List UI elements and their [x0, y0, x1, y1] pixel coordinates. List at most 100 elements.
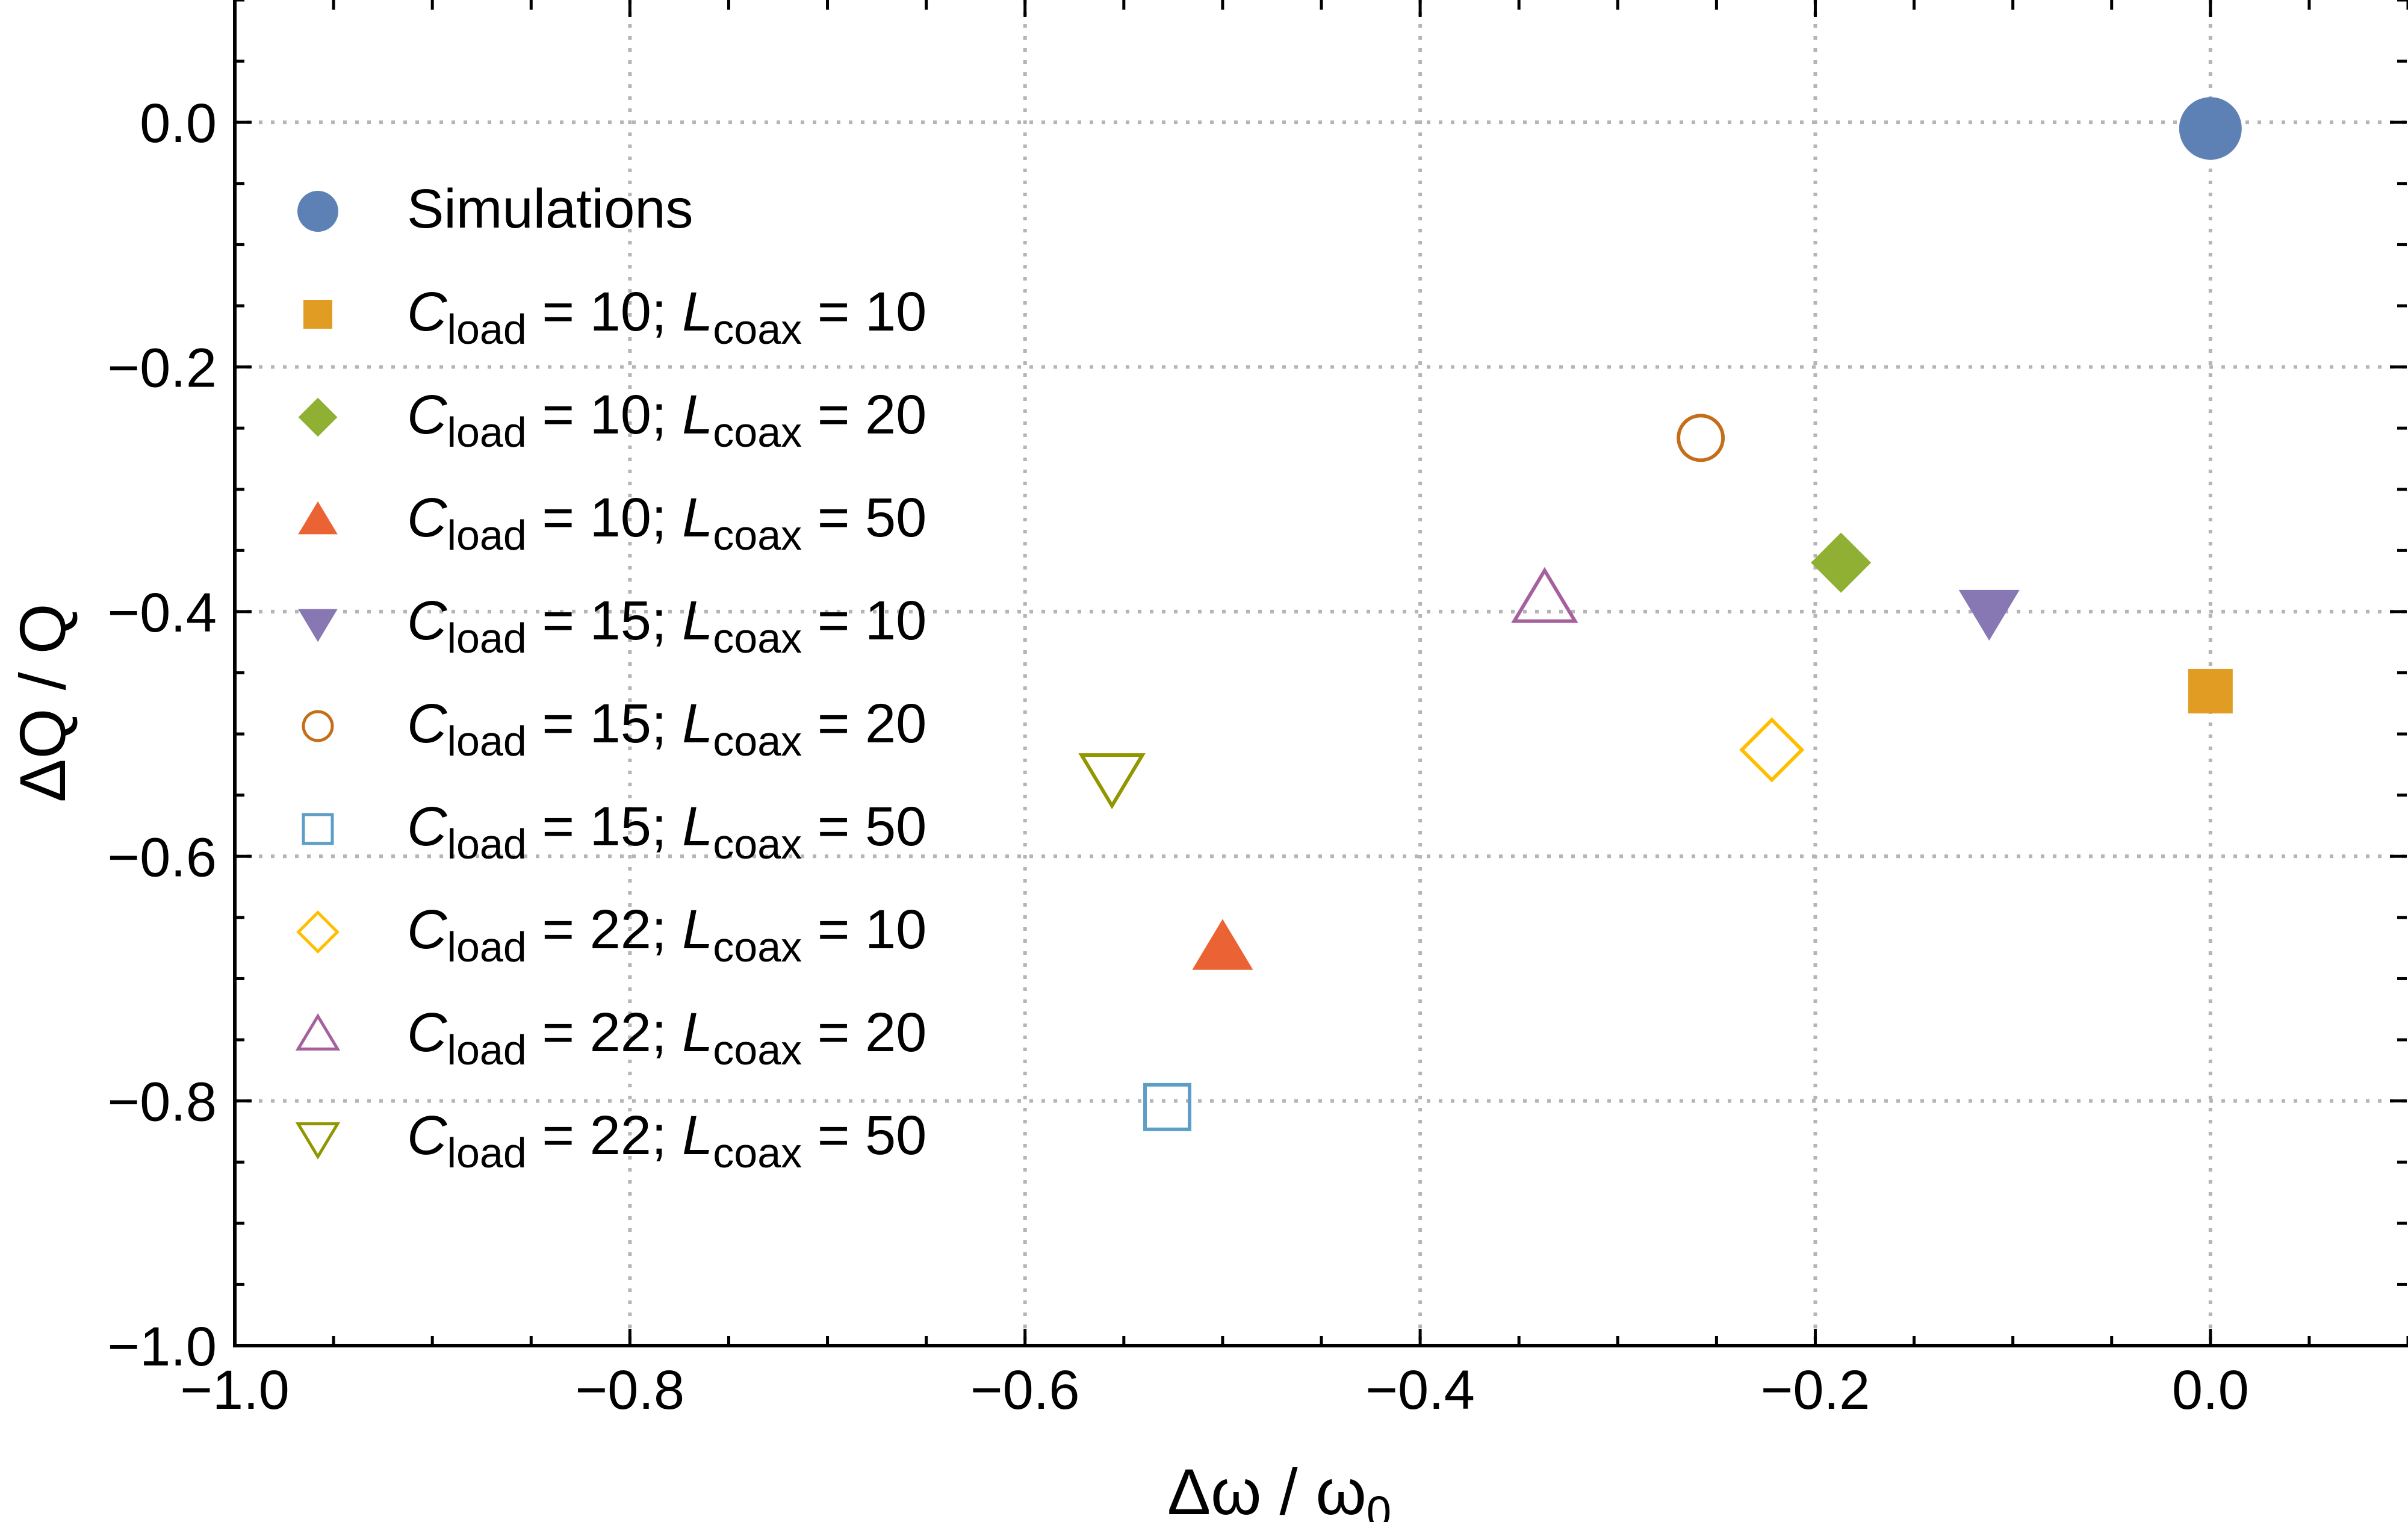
legend-label-1: Simulations	[407, 178, 694, 240]
legend-symbol: C	[407, 1002, 447, 1063]
legend-symbol: C	[407, 590, 447, 651]
legend-subscript: coax	[713, 821, 802, 868]
legend-subscript: load	[447, 718, 526, 765]
data-point-2	[2188, 668, 2233, 713]
legend-equals: = 15;	[527, 590, 682, 651]
legend-equals: = 10	[802, 590, 926, 651]
legend-subscript: coax	[713, 512, 802, 559]
legend-symbol: L	[682, 1002, 713, 1063]
y-tick-label: −0.6	[107, 827, 217, 888]
data-points	[1078, 97, 2242, 1131]
data-point-1	[2179, 97, 2242, 160]
legend-equals: = 10;	[527, 487, 682, 548]
legend-label-2: Cload = 10; Lcoax = 10	[407, 281, 926, 353]
x-tick-labels: −1.0 −0.8 −0.6 −0.4 −0.2 0.0	[180, 1359, 2249, 1421]
legend-marker-7	[302, 813, 334, 845]
legend-symbol: L	[682, 590, 713, 651]
legend-equals: = 15;	[527, 796, 682, 857]
data-point-9	[1511, 567, 1578, 623]
legend-subscript: load	[447, 821, 526, 868]
legend-symbol: C	[407, 281, 447, 343]
legend-subscript: load	[447, 615, 526, 662]
legend-equals: = 22;	[527, 1002, 682, 1063]
data-point-3	[1811, 532, 1872, 593]
legend-equals: = 22;	[527, 899, 682, 960]
y-tick-labels: −1.0 −0.8 −0.6 −0.4 −0.2 0.0	[107, 93, 217, 1378]
legend-symbol: C	[407, 487, 447, 548]
legend-marker-4	[298, 501, 338, 535]
legend-equals: = 50	[802, 487, 926, 548]
x-tick-label: −0.4	[1365, 1359, 1475, 1421]
legend-subscript: load	[447, 924, 526, 971]
y-tick-label: −0.8	[107, 1072, 217, 1133]
legend-subscript: load	[447, 1129, 526, 1176]
grid-lines	[235, 0, 2408, 1346]
x-axis-title: Δω / ω0	[1167, 1455, 1391, 1522]
legend-symbol: C	[407, 899, 447, 960]
x-axis-title-subscript: 0	[1367, 1487, 1391, 1522]
x-axis-title-main: Δω / ω	[1167, 1455, 1367, 1522]
legend-marker-2	[303, 300, 332, 329]
legend-symbol: L	[682, 796, 713, 857]
legend-marker-6	[302, 710, 334, 742]
legend-subscript: load	[447, 306, 526, 353]
legend-equals: = 10	[802, 281, 926, 343]
legend-subscript: coax	[713, 1027, 802, 1073]
legend-label-7: Cload = 15; Lcoax = 50	[407, 796, 926, 868]
legend-equals: = 20	[802, 384, 926, 446]
legend-marker-1	[297, 191, 338, 232]
y-tick-label: −1.0	[107, 1316, 217, 1378]
legend-subscript: coax	[713, 1129, 802, 1176]
legend-label-10: Cload = 22; Lcoax = 50	[407, 1105, 926, 1176]
legend-subscript: coax	[713, 409, 802, 456]
y-axis-title: ΔQ / Q	[6, 603, 79, 802]
legend-label-9: Cload = 22; Lcoax = 20	[407, 1002, 926, 1073]
legend-equals: = 10	[802, 899, 926, 960]
data-point-4	[1192, 919, 1253, 970]
legend-marker-8	[296, 910, 340, 954]
legend-symbol: L	[682, 1105, 713, 1166]
legend-marker-3	[298, 397, 338, 437]
y-tick-label: −0.2	[107, 338, 217, 399]
legend-equals: = 10;	[527, 281, 682, 343]
data-point-5	[1958, 589, 2020, 641]
legend-symbol: L	[682, 693, 713, 754]
data-point-6	[1677, 414, 1725, 462]
legend-subscript: load	[447, 512, 526, 559]
x-tick-label: −0.6	[970, 1359, 1080, 1421]
legend-equals: = 10;	[527, 384, 682, 446]
legend-marker-5	[298, 609, 338, 642]
legend-label-4: Cload = 10; Lcoax = 50	[407, 487, 926, 559]
legend-label-8: Cload = 22; Lcoax = 10	[407, 899, 926, 971]
legend-symbol: C	[407, 796, 447, 857]
axis-ticks	[233, 0, 2408, 1347]
y-tick-label: −0.4	[107, 582, 217, 644]
legend-symbol: C	[407, 1105, 447, 1166]
legend-marker-9	[295, 1013, 341, 1051]
legend-subscript: coax	[713, 718, 802, 765]
legend-symbol: C	[407, 384, 447, 446]
legend-subscript: load	[447, 1027, 526, 1073]
legend-symbol: L	[682, 487, 713, 548]
legend-subscript: load	[447, 409, 526, 456]
legend-marker-10	[295, 1122, 341, 1160]
legend-symbol: C	[407, 693, 447, 754]
plot-frame	[233, 0, 2408, 1347]
legend-symbol: L	[682, 384, 713, 446]
x-tick-label: 0.0	[2172, 1359, 2249, 1421]
data-point-7	[1143, 1082, 1191, 1131]
legend-subscript: coax	[713, 615, 802, 662]
legend-equals: = 50	[802, 1105, 926, 1166]
legend-label-3: Cload = 10; Lcoax = 20	[407, 384, 926, 456]
legend-label-5: Cload = 15; Lcoax = 10	[407, 590, 926, 662]
data-point-10	[1078, 753, 1146, 810]
legend-subscript: coax	[713, 924, 802, 971]
legend-subscript: coax	[713, 306, 802, 353]
y-tick-label: 0.0	[140, 93, 217, 154]
data-point-8	[1739, 717, 1805, 783]
legend-symbol: L	[682, 899, 713, 960]
legend-label-6: Cload = 15; Lcoax = 20	[407, 693, 926, 765]
